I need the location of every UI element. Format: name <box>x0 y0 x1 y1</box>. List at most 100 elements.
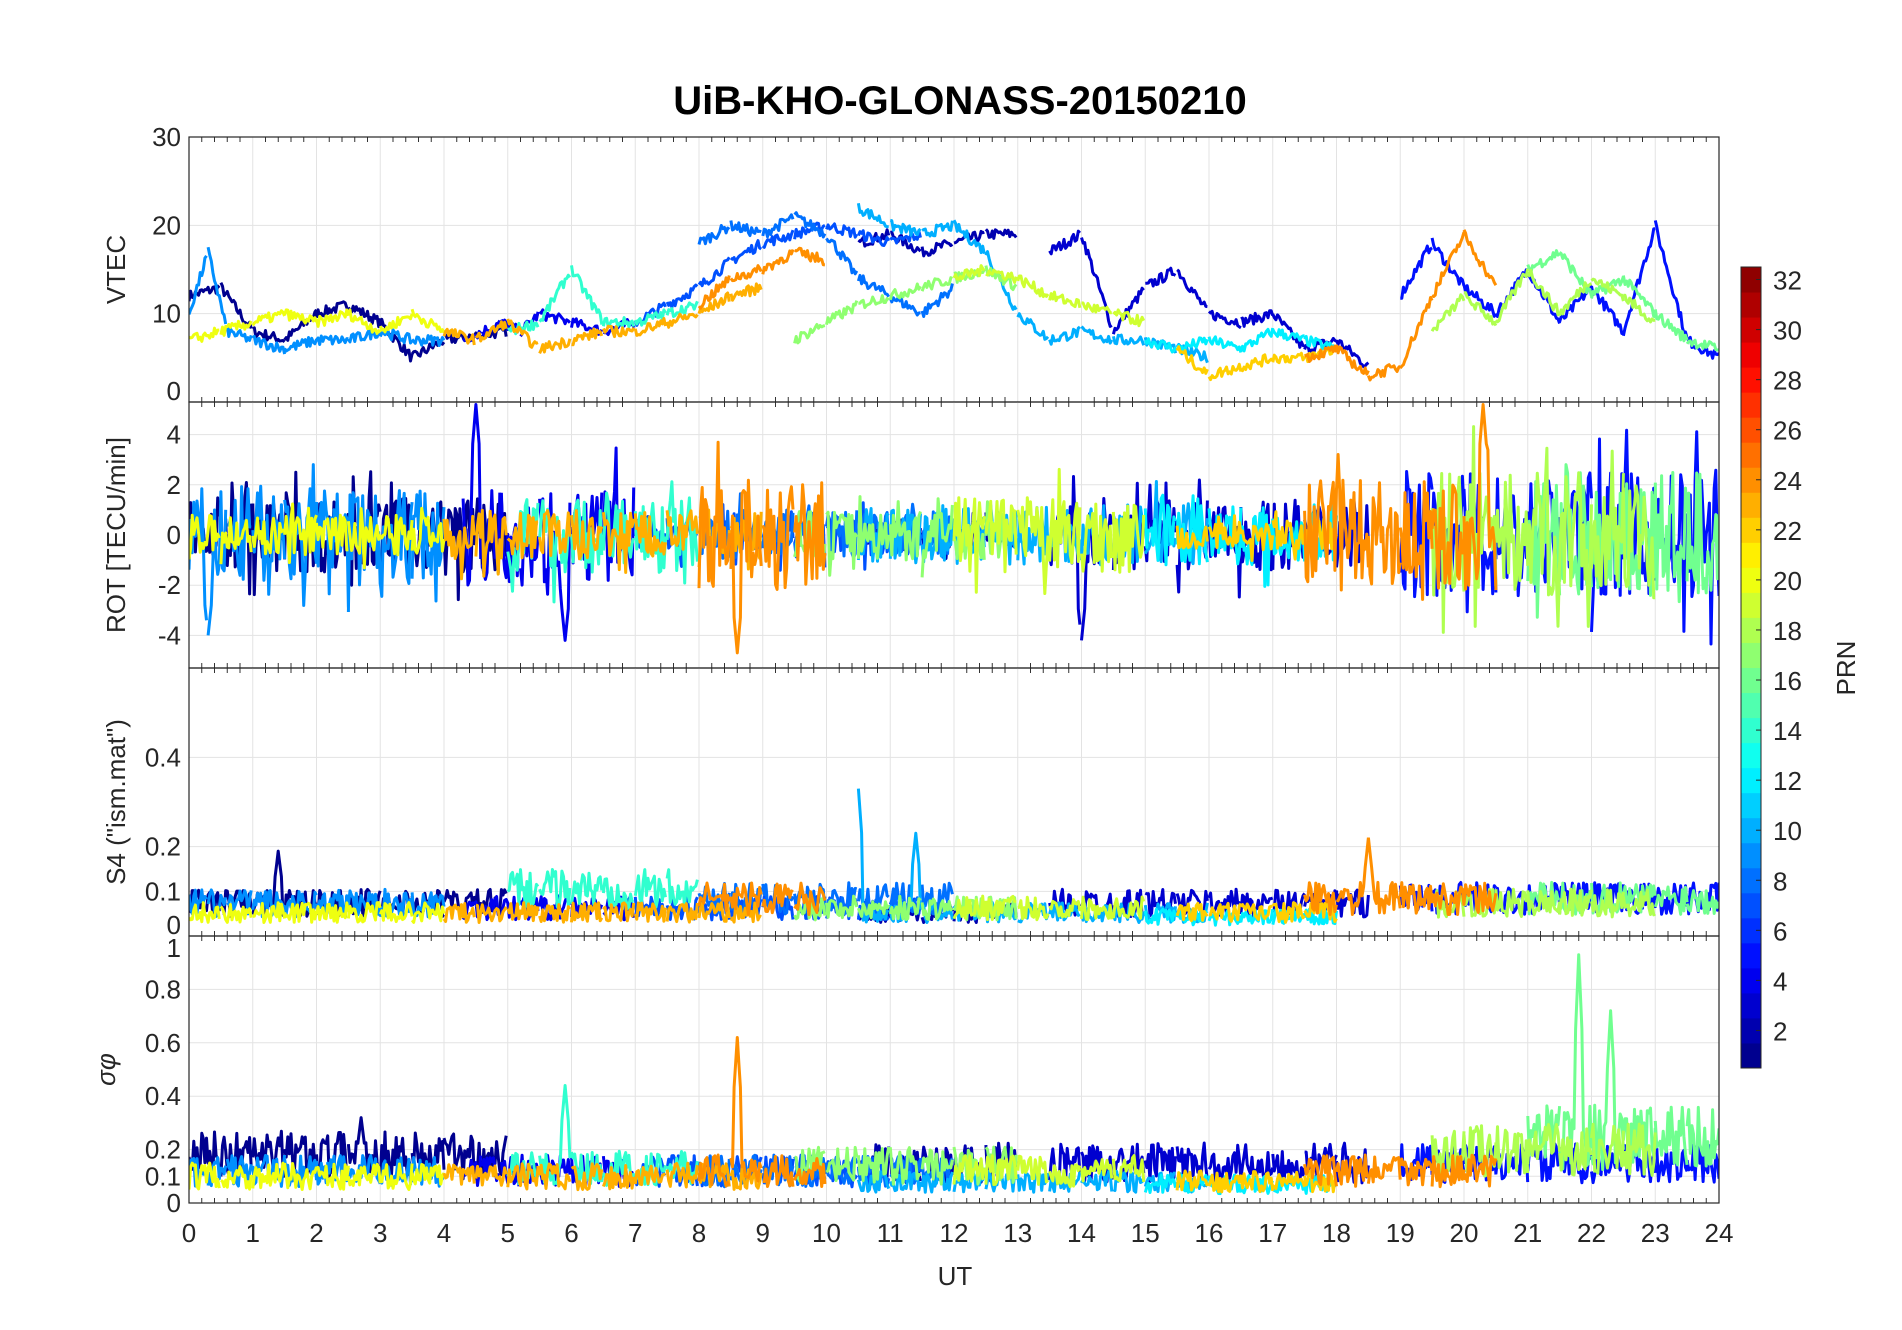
x-tick-label: 14 <box>1067 1218 1096 1248</box>
x-tick-label: 4 <box>437 1218 451 1248</box>
x-tick-label: 9 <box>756 1218 770 1248</box>
colorbar-level <box>1741 917 1761 944</box>
colorbar-level <box>1741 542 1761 568</box>
colorbar-label: PRN <box>1831 641 1861 696</box>
x-tick-label: 0 <box>182 1218 196 1248</box>
series-line-prn-20 <box>189 1161 446 1191</box>
series-line-prn-22 <box>1175 510 1338 562</box>
y-tick-label: 4 <box>167 420 181 450</box>
colorbar-level <box>1741 292 1761 318</box>
colorbar-level <box>1741 592 1761 618</box>
y-tick-label: 0 <box>167 910 181 940</box>
series-line-prn-20 <box>189 901 446 924</box>
series-line-prn-17 <box>793 265 1018 345</box>
x-tick-label: 23 <box>1641 1218 1670 1248</box>
panel-sigma: 00.10.2 0.4 0.6 0.8 1 σφ <box>91 933 1720 1218</box>
y-tick-label: 0.2 <box>145 1135 181 1165</box>
x-tick-label: 6 <box>564 1218 578 1248</box>
colorbar-level <box>1741 717 1761 744</box>
series-group <box>189 203 1719 382</box>
series-line-prn-24 <box>697 837 1498 916</box>
x-tick-label: 18 <box>1322 1218 1351 1248</box>
series-line-prn-17 <box>793 495 1018 578</box>
colorbar-tick-label: 26 <box>1773 416 1802 446</box>
colorbar-box <box>1740 266 1762 1069</box>
y-tick-label: 0 <box>167 376 181 406</box>
colorbar-tick-label: 16 <box>1773 666 1802 696</box>
y-tick-label: 0.4 <box>145 1081 181 1111</box>
x-tick-label: 15 <box>1131 1218 1160 1248</box>
colorbar-level <box>1741 317 1761 343</box>
x-tick-label: 5 <box>501 1218 515 1248</box>
colorbar-level <box>1741 567 1761 593</box>
y-tick-label: 0.6 <box>145 1028 181 1058</box>
colorbar-level <box>1741 942 1761 969</box>
colorbar-tick-label: 20 <box>1773 566 1802 596</box>
colorbar-level <box>1741 842 1761 869</box>
x-tick-label: 10 <box>812 1218 841 1248</box>
colorbar-level <box>1741 767 1761 794</box>
series-group <box>189 953 1719 1196</box>
series-line-prn-5 <box>1400 220 1719 360</box>
series-line-prn-12 <box>1143 327 1338 354</box>
y-tick-label: -4 <box>158 620 181 650</box>
y-tick-label: 0.8 <box>145 974 181 1004</box>
colorbar-tick-label: 18 <box>1773 616 1802 646</box>
panel-vtec: 0 10 20 30 VTEC <box>101 122 1720 406</box>
colorbar-level <box>1741 1017 1761 1044</box>
y-axis-label-s4: S4 ("ism.mat") <box>101 719 131 885</box>
colorbar-level <box>1741 442 1761 468</box>
colorbar-level <box>1741 817 1761 844</box>
series-line-prn-24 <box>697 403 1498 655</box>
x-tick-label: 19 <box>1386 1218 1415 1248</box>
series-line-prn-18 <box>1430 268 1656 332</box>
series-line-prn-19 <box>952 264 1146 328</box>
x-tick-label: 1 <box>246 1218 260 1248</box>
series-line-prn-12 <box>1143 493 1338 588</box>
colorbar-level <box>1741 642 1761 668</box>
chart-title: UiB-KHO-GLONASS-20150210 <box>673 79 1247 123</box>
x-tick-label: 24 <box>1705 1218 1734 1248</box>
colorbar-level <box>1741 392 1761 418</box>
series-line-prn-14 <box>507 265 699 336</box>
series-line-prn-17 <box>794 1145 1018 1186</box>
x-tick-label: 12 <box>940 1218 969 1248</box>
x-tick-label: 13 <box>1003 1218 1032 1248</box>
y-tick-label: 0.2 <box>145 832 181 862</box>
colorbar-level <box>1741 267 1761 293</box>
y-axis-label-sigma: σφ <box>91 1053 121 1086</box>
colorbar-level <box>1741 517 1761 543</box>
series-line-prn-20 <box>189 308 446 343</box>
colorbar-level <box>1741 992 1761 1019</box>
colorbar-level <box>1741 342 1761 368</box>
series-line-prn-19 <box>952 894 1146 922</box>
series-group <box>189 403 1719 655</box>
x-tick-labels: 0 1 2 3 4 5 6 7 8 9 10 11 12 13 14 15 16 17 18 19 20 21 22 23 24 <box>182 1218 1734 1248</box>
series-group <box>189 788 1719 927</box>
x-tick-label: 11 <box>877 1218 904 1248</box>
x-tick-label: 21 <box>1513 1218 1542 1248</box>
series-line-prn-24 <box>697 1036 1498 1189</box>
series-line-prn-17 <box>793 894 1018 922</box>
colorbar-tick-label: 10 <box>1773 816 1802 846</box>
colorbar-tick-label: 6 <box>1773 916 1787 946</box>
series-line-prn-14 <box>506 868 699 911</box>
colorbar-level <box>1741 692 1761 719</box>
x-tick-label: 16 <box>1195 1218 1224 1248</box>
y-tick-label: 0 <box>167 520 181 550</box>
panel-s4: 0 0.1 0.2 0.4 S4 ("ism.mat") <box>101 667 1720 940</box>
panel-rot: -4 -2 0 2 4 ROT [TECU/min] <box>101 401 1720 669</box>
y-axis-label-rot: ROT [TECU/min] <box>101 437 131 633</box>
series-line-prn-23 <box>442 282 763 355</box>
y-tick-label: 1 <box>167 933 181 963</box>
x-tick-label: 22 <box>1577 1218 1606 1248</box>
y-tick-label: 0.1 <box>145 1161 181 1191</box>
series-line-prn-23 <box>442 901 762 924</box>
series-line-prn-8 <box>697 211 954 318</box>
x-tick-label: 20 <box>1450 1218 1479 1248</box>
x-axis-label: UT <box>938 1261 973 1291</box>
colorbar-level <box>1741 742 1761 769</box>
colorbar-tick-label: 4 <box>1773 966 1787 996</box>
